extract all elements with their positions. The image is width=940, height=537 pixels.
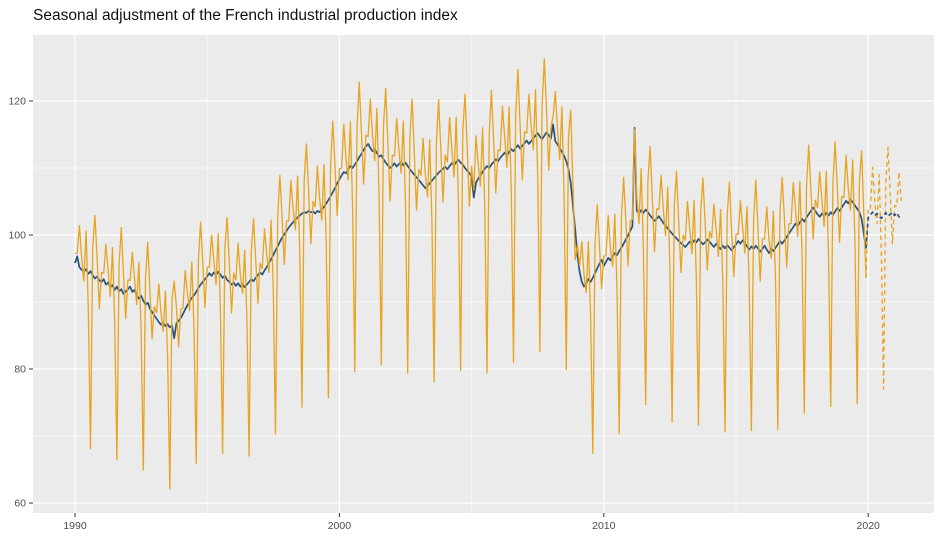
y-axis-tick-label: 80 [14,364,26,376]
y-axis-tick-label: 60 [14,498,26,510]
y-axis-tick-label: 100 [8,230,26,242]
x-axis-tick-label: 2010 [592,520,616,532]
y-axis-tick-label: 120 [8,96,26,108]
x-axis-tick-label: 2000 [328,520,352,532]
axis-tick-marks [29,100,869,517]
x-axis-tick-label: 1990 [63,520,87,532]
panel-background [33,35,934,513]
sa-forecast-line [865,211,902,249]
raw-forecast-line [865,146,902,390]
raw-series-line [74,58,867,490]
chart-title: Seasonal adjustment of the French indust… [33,7,458,24]
grid-major [33,35,934,513]
x-axis-tick-label: 2020 [857,520,881,532]
